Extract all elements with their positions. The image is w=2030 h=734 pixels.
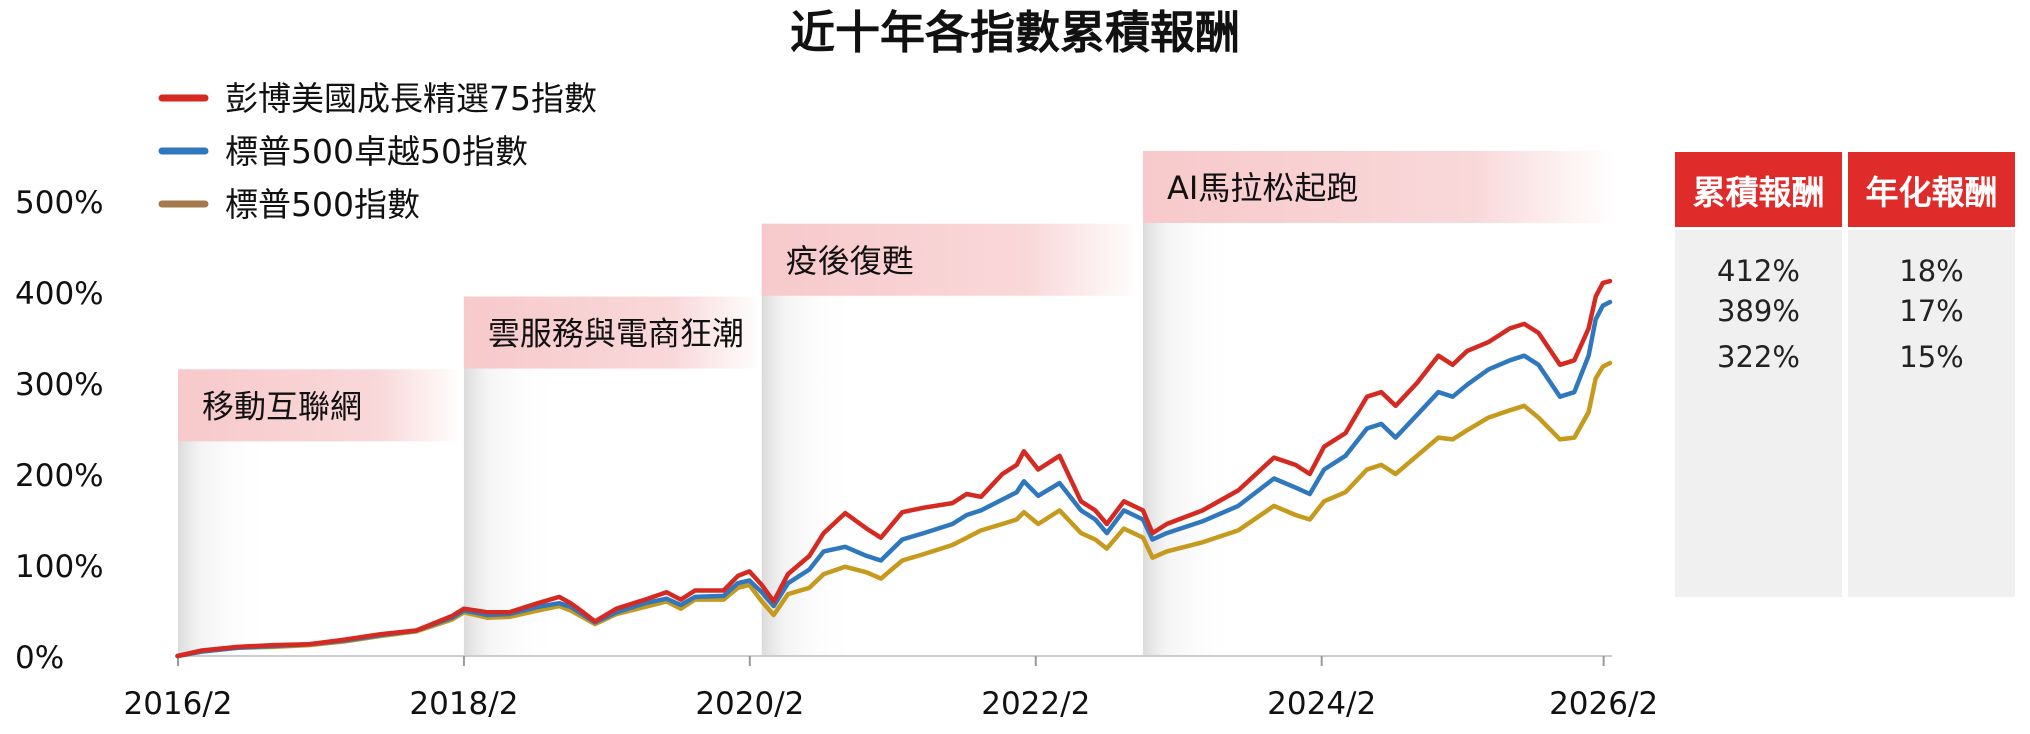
cumulative-value-growth75: 412% [1717,254,1800,288]
y-tick-label: 100% [15,549,104,585]
cumulative-header: 累積報酬 [1675,152,1842,227]
legend-label-top50: 標普500卓越50指數 [225,132,528,171]
annualized-header: 年化報酬 [1848,152,2015,227]
x-tick-label: 2018/2 [409,686,518,722]
x-tick-label: 2020/2 [695,686,804,722]
legend-label-sp500: 標普500指數 [225,185,420,224]
x-tick-label: 2022/2 [981,686,1090,722]
phase-label-1: 雲服務與電商狂潮 [488,315,744,353]
annualized-value-sp500: 15% [1899,340,1964,374]
cumulative-value-top50: 389% [1717,294,1800,328]
phase-label-bg-3 [1142,150,1615,223]
y-tick-label: 0% [15,640,64,676]
chart-title: 近十年各指數累積報酬 [790,6,1240,59]
annualized-value-growth75: 18% [1899,254,1964,288]
series-line-growth75 [175,278,1613,659]
phase-bands: 移動互聯網 雲服務與電商狂潮 疫後復甦 AI馬拉松起跑 [178,150,1615,656]
x-tick-label: 2016/2 [123,686,232,722]
phase-label-2: 疫後復甦 [786,242,914,280]
annualized-panel: 18% 17% 15% [1848,230,2015,597]
x-tick-label: 2026/2 [1549,686,1658,722]
legend: 彭博美國成長精選75指數 標普500卓越50指數 標普500指數 [158,79,597,224]
series-lines [175,278,1613,659]
y-tick-label: 400% [15,276,104,312]
legend-label-growth75: 彭博美國成長精選75指數 [225,79,597,118]
annualized-value-top50: 17% [1899,294,1964,328]
phase-label-bg-1 [463,296,762,369]
x-axis: 2016/2 2018/2 2020/2 2022/2 2024/2 2026/2 [123,655,1658,722]
y-tick-label: 500% [15,185,104,221]
series-line-top50 [175,299,1613,659]
y-tick-label: 200% [15,458,104,494]
y-axis: 0% 100% 200% 300% 400% 500% [15,185,104,676]
x-tick-label: 2024/2 [1267,686,1376,722]
cumulative-value-sp500: 322% [1717,340,1800,374]
series-line-sp500 [175,360,1613,659]
phase-band-2 [761,223,857,656]
phase-label-0: 移動互聯網 [202,387,362,425]
phase-band-3 [1142,150,1238,656]
phase-label-bg-2 [761,223,1143,296]
cumulative-panel: 412% 389% 322% [1675,230,1842,597]
phase-label-bg-0 [178,369,464,442]
y-tick-label: 300% [15,367,104,403]
phase-label-3: AI馬拉松起跑 [1167,169,1358,207]
